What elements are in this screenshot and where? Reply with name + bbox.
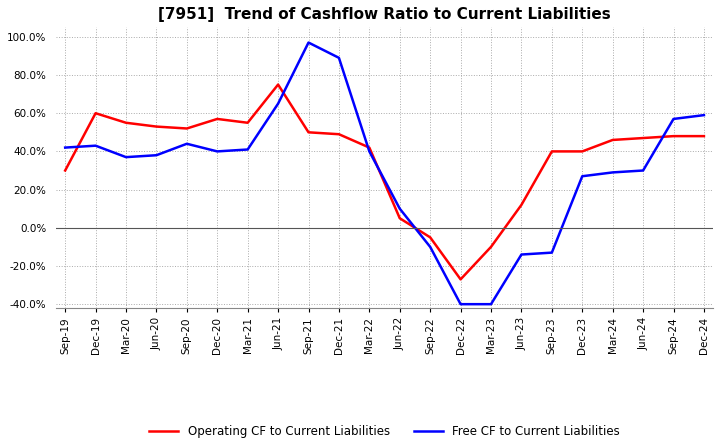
Free CF to Current Liabilities: [182, 141, 191, 147]
Operating CF to Current Liabilities: [700, 133, 708, 139]
Free CF to Current Liabilities: [578, 174, 587, 179]
Operating CF to Current Liabilities: [304, 130, 312, 135]
Title: [7951]  Trend of Cashflow Ratio to Current Liabilities: [7951] Trend of Cashflow Ratio to Curren…: [158, 7, 611, 22]
Free CF to Current Liabilities: [122, 154, 130, 160]
Free CF to Current Liabilities: [639, 168, 647, 173]
Free CF to Current Liabilities: [700, 113, 708, 118]
Free CF to Current Liabilities: [517, 252, 526, 257]
Free CF to Current Liabilities: [274, 101, 282, 106]
Operating CF to Current Liabilities: [608, 137, 617, 143]
Operating CF to Current Liabilities: [213, 116, 222, 121]
Free CF to Current Liabilities: [426, 244, 434, 249]
Free CF to Current Liabilities: [335, 55, 343, 60]
Operating CF to Current Liabilities: [669, 133, 678, 139]
Operating CF to Current Liabilities: [456, 277, 465, 282]
Operating CF to Current Liabilities: [152, 124, 161, 129]
Operating CF to Current Liabilities: [91, 110, 100, 116]
Operating CF to Current Liabilities: [365, 145, 374, 150]
Free CF to Current Liabilities: [61, 145, 70, 150]
Free CF to Current Liabilities: [669, 116, 678, 121]
Free CF to Current Liabilities: [608, 170, 617, 175]
Line: Free CF to Current Liabilities: Free CF to Current Liabilities: [66, 43, 704, 304]
Free CF to Current Liabilities: [365, 149, 374, 154]
Operating CF to Current Liabilities: [517, 202, 526, 208]
Operating CF to Current Liabilities: [426, 235, 434, 240]
Free CF to Current Liabilities: [395, 206, 404, 211]
Operating CF to Current Liabilities: [122, 120, 130, 125]
Operating CF to Current Liabilities: [182, 126, 191, 131]
Operating CF to Current Liabilities: [335, 132, 343, 137]
Operating CF to Current Liabilities: [578, 149, 587, 154]
Free CF to Current Liabilities: [547, 250, 556, 255]
Free CF to Current Liabilities: [152, 153, 161, 158]
Free CF to Current Liabilities: [487, 301, 495, 307]
Operating CF to Current Liabilities: [274, 82, 282, 87]
Free CF to Current Liabilities: [213, 149, 222, 154]
Operating CF to Current Liabilities: [243, 120, 252, 125]
Operating CF to Current Liabilities: [547, 149, 556, 154]
Operating CF to Current Liabilities: [395, 216, 404, 221]
Line: Operating CF to Current Liabilities: Operating CF to Current Liabilities: [66, 84, 704, 279]
Free CF to Current Liabilities: [456, 301, 465, 307]
Free CF to Current Liabilities: [91, 143, 100, 148]
Operating CF to Current Liabilities: [639, 136, 647, 141]
Legend: Operating CF to Current Liabilities, Free CF to Current Liabilities: Operating CF to Current Liabilities, Fre…: [144, 421, 625, 440]
Operating CF to Current Liabilities: [61, 168, 70, 173]
Operating CF to Current Liabilities: [487, 244, 495, 249]
Free CF to Current Liabilities: [304, 40, 312, 45]
Free CF to Current Liabilities: [243, 147, 252, 152]
